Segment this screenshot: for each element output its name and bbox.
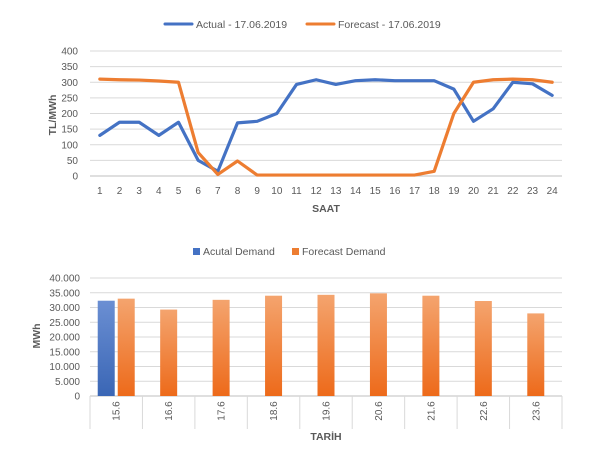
bar-chart-y-tick-label: 10.000 (49, 362, 80, 373)
line-chart-x-tick-label: 21 (488, 186, 500, 197)
bar-chart-legend: Acutal Demand Forecast Demand (193, 246, 386, 258)
bar-chart-y-tick-label: 5.000 (55, 377, 80, 388)
line-chart-x-tick-label: 13 (330, 186, 342, 197)
legend-label-actual: Actual - 17.06.2019 (196, 19, 287, 31)
bar-chart-y-tick-label: 20.000 (49, 333, 80, 344)
bar-chart-x-tick-label: 17.6 (217, 401, 228, 421)
line-chart-x-tick-label: 9 (254, 186, 260, 197)
legend-label-forecast: Forecast - 17.06.2019 (338, 19, 441, 31)
line-chart-y-ticks: 0 50 100 150 200 250 300 350 400 (61, 47, 78, 183)
legend-label-actual-demand: Acutal Demand (203, 246, 275, 258)
line-chart-y-tick-label: 250 (61, 93, 78, 104)
line-chart-x-tick-label: 20 (468, 186, 480, 197)
bar-chart-y-tick-label: 15.000 (49, 347, 80, 358)
line-chart-x-ticks: 1 2 3 4 5 6 7 8 9 10 11 12 13 14 15 16 17 18 19 20 21 22 23 24 (97, 186, 558, 197)
bar-forecast-demand (212, 299, 230, 396)
bar-forecast-demand (369, 293, 387, 396)
line-chart-x-tick-label: 11 (291, 186, 302, 197)
legend-label-forecast-demand: Forecast Demand (302, 246, 386, 258)
bar-chart-x-tick-label: 15.6 (112, 401, 123, 421)
line-chart-y-tick-label: 50 (67, 156, 79, 167)
bar-chart-x-tick-label: 18.6 (269, 401, 280, 421)
line-chart-x-tick-label: 3 (136, 186, 142, 197)
line-chart-x-tick-label: 10 (271, 186, 283, 197)
line-series-actual (98, 78, 554, 173)
line-chart-x-tick-label: 1 (97, 186, 103, 197)
bar-chart-x-tick-label: 23.6 (531, 401, 542, 421)
bar-chart-x-axis-title: TARİH (310, 430, 341, 443)
line-chart-series (98, 77, 554, 177)
line-series-forecast (98, 77, 554, 177)
bar-chart-x-tick-label: 16.6 (164, 401, 175, 421)
line-chart-x-tick-label: 24 (547, 186, 559, 197)
legend-swatch-forecast-demand (292, 248, 299, 255)
line-chart-y-axis-title: TL/MWh (47, 95, 59, 136)
line-chart-legend: Actual - 17.06.2019 Forecast - 17.06.201… (163, 19, 441, 31)
bar-chart-y-tick-label: 40.000 (49, 274, 80, 285)
line-chart-x-tick-label: 12 (311, 186, 323, 197)
line-chart-x-tick-label: 7 (215, 186, 221, 197)
line-chart: Actual - 17.06.2019 Forecast - 17.06.201… (47, 19, 562, 215)
line-chart-y-tick-label: 400 (61, 47, 78, 58)
bar-chart-y-axis-title: MWh (31, 323, 43, 348)
bar-actual-demand (97, 300, 115, 396)
bar-forecast-demand (265, 295, 283, 396)
line-chart-x-tick-label: 6 (195, 186, 201, 197)
line-chart-x-tick-label: 5 (176, 186, 182, 197)
bar-chart-x-tick-label: 21.6 (426, 401, 437, 421)
line-chart-x-tick-label: 2 (117, 186, 123, 197)
bar-forecast-demand (474, 301, 492, 396)
bar-chart-bars (97, 293, 545, 396)
line-chart-x-tick-label: 17 (409, 186, 421, 197)
line-chart-x-tick-label: 19 (448, 186, 460, 197)
bar-forecast-demand (117, 298, 135, 396)
line-chart-x-tick-label: 23 (527, 186, 539, 197)
line-chart-y-tick-label: 300 (61, 78, 78, 89)
line-chart-y-tick-label: 100 (61, 140, 78, 151)
bar-chart-y-tick-label: 25.000 (49, 318, 80, 329)
line-chart-x-tick-label: 15 (370, 186, 382, 197)
bar-forecast-demand (160, 309, 178, 396)
bar-chart-x-tick-label: 20.6 (374, 401, 385, 421)
bar-chart-x-tick-label: 19.6 (322, 401, 333, 421)
bar-chart-y-ticks: 0 5.000 10.000 15.000 20.000 25.000 30.000 35.0… (49, 274, 80, 403)
line-chart-x-tick-label: 18 (429, 186, 441, 197)
line-chart-x-tick-label: 14 (350, 186, 362, 197)
bar-forecast-demand (317, 294, 335, 396)
line-chart-x-tick-label: 8 (235, 186, 241, 197)
line-chart-x-tick-label: 22 (507, 186, 519, 197)
bar-forecast-demand (422, 295, 440, 396)
line-chart-y-tick-label: 150 (61, 125, 78, 136)
legend-swatch-actual-demand (193, 248, 200, 255)
bar-chart-y-tick-label: 30.000 (49, 303, 80, 314)
bar-chart-y-tick-label: 0 (74, 392, 80, 403)
bar-chart-x-ticks: 15.6 16.6 17.6 18.6 19.6 20.6 21.6 22.6 23.6 (112, 401, 543, 421)
bar-forecast-demand (527, 313, 545, 396)
line-chart-y-tick-label: 0 (72, 172, 78, 183)
bar-chart-x-tick-label: 22.6 (479, 401, 490, 421)
line-chart-y-tick-label: 350 (61, 62, 78, 73)
line-chart-x-tick-label: 16 (389, 186, 401, 197)
line-chart-x-tick-label: 4 (156, 186, 162, 197)
bar-chart-y-tick-label: 35.000 (49, 288, 80, 299)
bar-chart: Acutal Demand Forecast Demand 0 5.000 10.0… (31, 246, 563, 443)
line-chart-y-tick-label: 200 (61, 109, 78, 120)
line-chart-x-axis-title: SAAT (312, 203, 340, 215)
line-chart-gridlines (90, 50, 562, 177)
